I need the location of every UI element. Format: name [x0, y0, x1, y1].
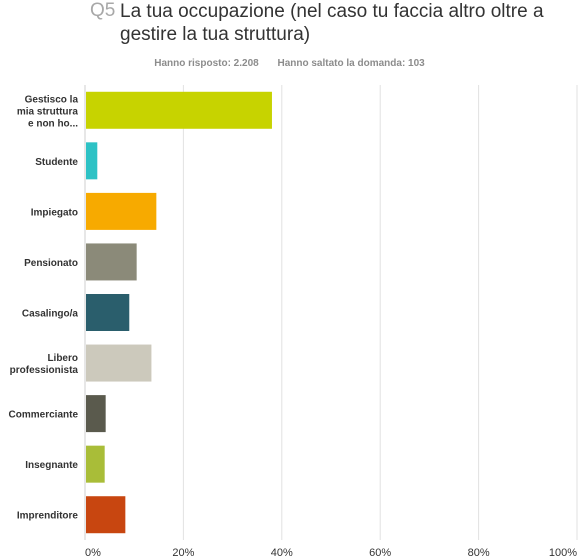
category-label: professionista	[10, 365, 79, 376]
category-label: Impiegato	[31, 207, 78, 218]
response-stats: Hanno risposto: 2.208 Hanno saltato la d…	[0, 58, 579, 69]
x-tick-label: 0%	[85, 547, 101, 557]
bar	[86, 445, 105, 483]
bar	[86, 496, 126, 534]
question-header: Q5 La tua occupazione (nel caso tu facci…	[0, 0, 579, 80]
bar	[86, 192, 157, 230]
bar	[86, 395, 106, 433]
bar	[86, 344, 152, 382]
bar	[86, 243, 137, 281]
question-title: La tua occupazione (nel caso tu faccia a…	[120, 1, 544, 45]
category-label: Gestisco la	[25, 94, 79, 105]
category-label: Casalingo/a	[22, 309, 79, 320]
bar	[86, 294, 130, 331]
category-label: Commerciante	[9, 410, 79, 421]
category-label: Libero	[47, 353, 78, 364]
answered-count: Hanno risposto: 2.208	[154, 58, 259, 69]
x-tick-label: 40%	[271, 547, 293, 557]
category-label: Insegnante	[25, 460, 78, 471]
x-tick-label: 100%	[549, 547, 577, 557]
category-label: Imprenditore	[17, 511, 79, 522]
category-label: Studente	[35, 157, 78, 168]
category-label: e non ho...	[28, 118, 78, 129]
x-tick-label: 80%	[468, 547, 490, 557]
x-tick-label: 60%	[369, 547, 391, 557]
category-label: mia struttura	[17, 106, 79, 117]
bar	[86, 142, 98, 180]
skipped-count: Hanno saltato la domanda: 103	[277, 58, 425, 69]
x-tick-label: 20%	[172, 547, 194, 557]
category-label: Pensionato	[24, 258, 78, 269]
question-number: Q5	[90, 0, 116, 21]
bar	[86, 91, 272, 129]
